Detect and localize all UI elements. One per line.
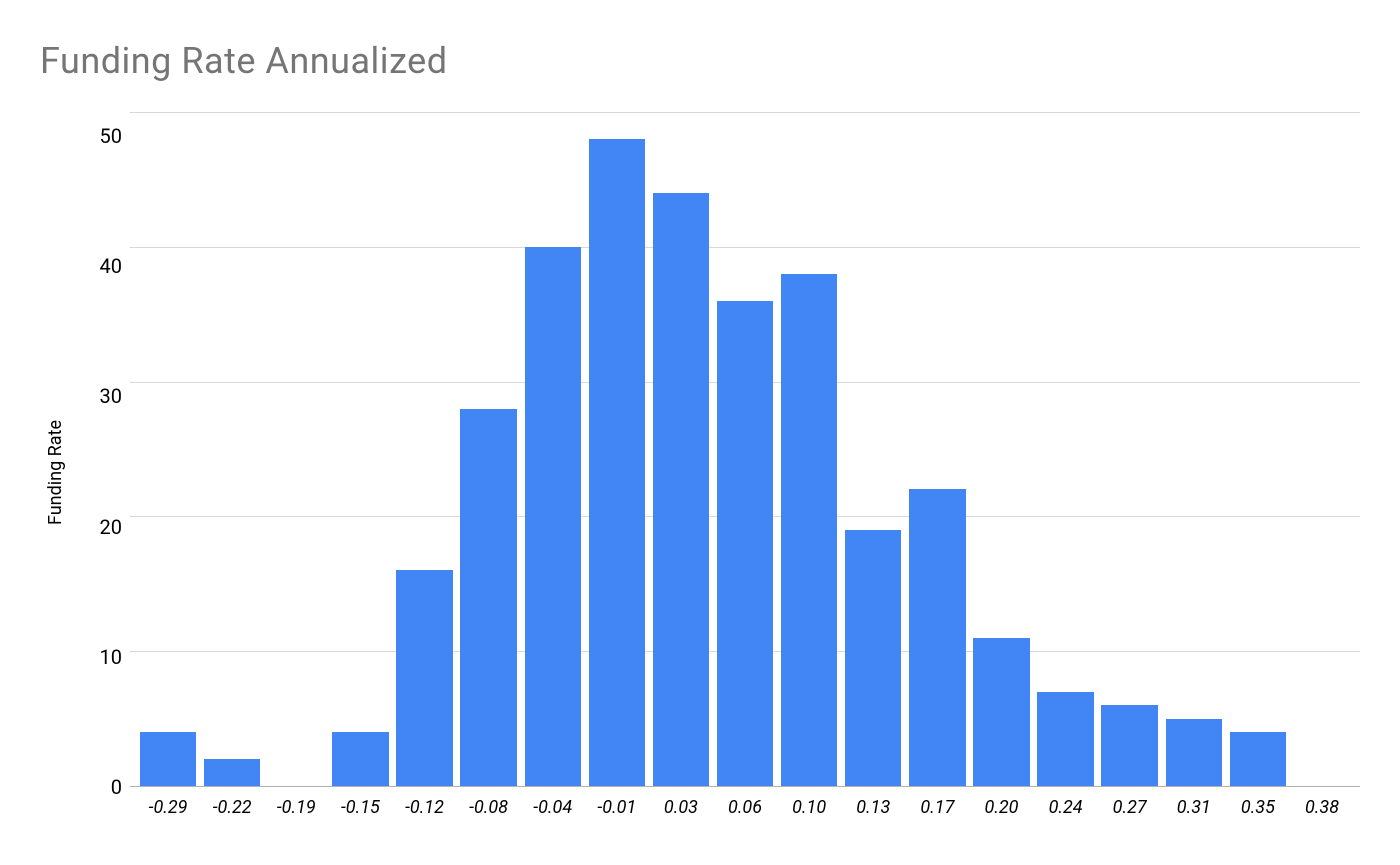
bars-container: [130, 112, 1360, 786]
bar-slot: [521, 112, 585, 786]
y-tick: 20: [100, 515, 122, 539]
grid-bars-area: [130, 112, 1360, 787]
ylabel-container: Funding Rate: [40, 112, 70, 832]
histogram-bar: [140, 732, 196, 786]
bar-slot: [1290, 112, 1354, 786]
x-tick: 0.06: [713, 797, 777, 832]
x-tick: -0.08: [457, 797, 521, 832]
x-tick: -0.12: [392, 797, 456, 832]
histogram-bar: [781, 274, 837, 786]
x-axis-labels: -0.29-0.22-0.19-0.15-0.12-0.08-0.04-0.01…: [130, 787, 1360, 832]
histogram-bar: [332, 732, 388, 786]
histogram-bar: [1037, 692, 1093, 786]
x-tick: 0.27: [1098, 797, 1162, 832]
y-tick: 0: [111, 775, 122, 799]
x-tick: -0.22: [200, 797, 264, 832]
chart-container: Funding Rate 50 40 30 20 10 0 -0.29-0.22…: [40, 112, 1360, 832]
x-tick: 0.35: [1226, 797, 1290, 832]
x-tick: -0.15: [328, 797, 392, 832]
bar-slot: [457, 112, 521, 786]
histogram-bar: [589, 139, 645, 786]
bar-slot: [1034, 112, 1098, 786]
y-tick: 10: [100, 645, 122, 669]
bar-slot: [1226, 112, 1290, 786]
histogram-bar: [460, 409, 516, 786]
bar-slot: [777, 112, 841, 786]
x-tick: -0.04: [521, 797, 585, 832]
x-tick: 0.31: [1162, 797, 1226, 832]
x-tick: 0.38: [1290, 797, 1354, 832]
histogram-bar: [909, 489, 965, 786]
x-tick: -0.29: [136, 797, 200, 832]
histogram-bar: [396, 570, 452, 786]
histogram-bar: [204, 759, 260, 786]
bar-slot: [713, 112, 777, 786]
histogram-bar: [717, 301, 773, 786]
y-tick-labels: 50 40 30 20 10 0: [70, 112, 130, 832]
y-tick: 50: [100, 124, 122, 148]
y-tick: 30: [100, 384, 122, 408]
bar-slot: [905, 112, 969, 786]
x-tick: 0.17: [905, 797, 969, 832]
y-tick: 40: [100, 254, 122, 278]
bar-slot: [649, 112, 713, 786]
x-tick: 0.13: [841, 797, 905, 832]
x-tick: 0.03: [649, 797, 713, 832]
x-tick: 0.24: [1034, 797, 1098, 832]
bar-slot: [136, 112, 200, 786]
bar-slot: [200, 112, 264, 786]
bar-slot: [969, 112, 1033, 786]
bar-slot: [585, 112, 649, 786]
histogram-bar: [1101, 705, 1157, 786]
bar-slot: [1098, 112, 1162, 786]
histogram-bar: [973, 638, 1029, 786]
bar-slot: [328, 112, 392, 786]
chart-title: Funding Rate Annualized: [40, 40, 1360, 82]
histogram-bar: [653, 193, 709, 786]
histogram-bar: [525, 247, 581, 786]
x-tick: 0.20: [969, 797, 1033, 832]
histogram-bar: [1166, 719, 1222, 786]
x-tick: -0.19: [264, 797, 328, 832]
bar-slot: [264, 112, 328, 786]
x-tick: -0.01: [585, 797, 649, 832]
plot-area: -0.29-0.22-0.19-0.15-0.12-0.08-0.04-0.01…: [130, 112, 1360, 832]
bar-slot: [1162, 112, 1226, 786]
bar-slot: [392, 112, 456, 786]
x-tick: 0.10: [777, 797, 841, 832]
histogram-bar: [1230, 732, 1286, 786]
bar-slot: [841, 112, 905, 786]
histogram-bar: [845, 530, 901, 786]
y-axis-label: Funding Rate: [45, 420, 66, 525]
